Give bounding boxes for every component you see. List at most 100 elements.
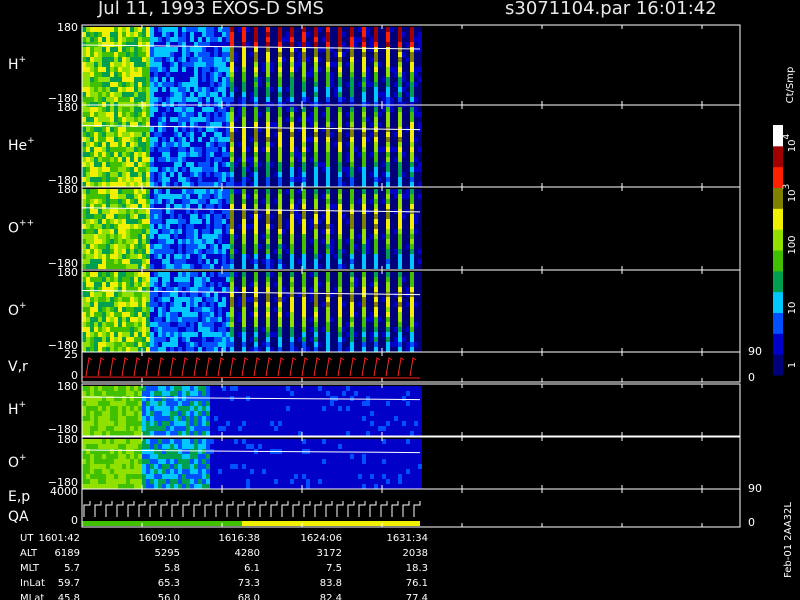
spectrogram-cell [298,239,302,244]
spectrogram-cell [374,152,378,157]
spectrogram-cell [338,67,342,72]
spectrogram-cell [162,97,166,102]
spectrogram-cell [138,189,142,194]
spectrogram-cell [178,122,182,127]
spectrogram-cell [222,214,226,219]
spectrogram-cell [278,77,282,82]
spectrogram-cell [150,52,154,57]
spectrogram-cell [194,87,198,92]
spectrogram-cell [262,172,266,177]
spectrogram-cell [370,214,374,219]
spectrogram-cell [358,194,362,199]
spectrogram-cell [286,67,290,72]
spectrogram-cell [82,137,86,142]
spectrogram-cell [186,77,190,82]
spectrogram-cell [398,82,402,87]
spectrogram-cell [114,82,118,87]
spectrogram-cell [122,204,126,209]
spectrogram-cell [374,82,378,87]
spectrogram-cell [246,97,250,102]
spectrogram-cell [302,82,306,87]
spectrogram-cell [330,57,334,62]
spectrogram-cell [338,224,342,229]
spectrogram-cell [170,224,174,229]
spectrogram-cell [202,27,206,32]
spectrogram-cell [102,342,106,347]
spectrogram-cell [274,77,278,82]
spectrogram-cell [138,87,142,92]
spectrogram-cell [130,189,134,194]
spectrogram-cell [162,167,166,172]
spectrogram-cell [102,122,106,127]
spectrogram-cell [354,254,358,259]
spectrogram-cell [206,87,210,92]
spectrogram-cell [286,117,290,122]
spectrogram-cell [250,27,254,32]
spectrogram-cell [266,214,270,219]
spectrogram-cell [202,322,206,327]
spectrogram-cell [166,199,170,204]
spectrogram-cell [410,177,414,182]
spectrogram-cell [194,342,198,347]
spectrogram-cell [366,259,370,264]
spectrogram-cell [230,347,234,352]
spectrogram-cell [170,137,174,142]
spectrogram-cell [90,239,94,244]
spectrogram-cell [286,337,290,342]
spectrogram-cell [410,62,414,67]
spectrogram-cell [158,182,162,187]
spectrogram-cell [346,167,350,172]
spectrogram-cell [286,189,290,194]
spectrogram-cell [186,287,190,292]
spectrogram-cell [406,52,410,57]
spectrogram-cell [230,122,234,127]
spectrogram-cell [182,62,186,67]
spectrogram-cell [342,47,346,52]
spectrogram-cell [342,224,346,229]
spectrogram-cell [354,62,358,67]
spectrogram-cell [250,249,254,254]
spectrogram-cell [126,47,130,52]
spectrogram-cell [150,234,154,239]
spectrogram-cell [214,117,218,122]
spectrogram-cell [354,244,358,249]
spectrogram-cell [126,312,130,317]
spectrogram-cell [222,82,226,87]
spectrogram-cell [106,132,110,137]
spectrogram-cell [410,147,414,152]
spectrogram-cell [238,87,242,92]
spectrogram-cell [186,87,190,92]
spectrogram-cell [286,87,290,92]
spectrogram-cell [262,37,266,42]
spectrogram-cell [174,112,178,117]
spectrogram-cell [122,72,126,77]
spectrogram-cell [118,132,122,137]
spectrogram-cell [366,132,370,137]
spectrogram-cell [178,224,182,229]
spectrogram-cell [278,287,282,292]
spectrogram-cell [238,332,242,337]
spectrogram-cell [306,142,310,147]
spectrogram-cell [410,37,414,42]
spectrogram-cell [266,302,270,307]
spectrogram-cell [250,342,254,347]
spectrogram-cell [94,57,98,62]
spectrogram-cell [322,244,326,249]
spectrogram-cell [150,87,154,92]
spectrogram-cell [194,204,198,209]
spectrogram-cell [234,194,238,199]
spectrogram-cell [138,122,142,127]
spectrogram-cell [338,27,342,32]
spectrogram-cell [214,322,218,327]
spectrogram-cell [258,132,262,137]
spectrogram-cell [146,67,150,72]
spectrogram-cell [142,182,146,187]
spectrogram-cell [154,322,158,327]
spectrogram-cell [138,282,142,287]
spectrogram-cell [350,177,354,182]
spectrogram-cell [290,287,294,292]
spectrogram-cell [254,199,258,204]
spectrogram-cell [130,117,134,122]
spectrogram-cell [242,317,246,322]
spectrogram-cell [182,77,186,82]
